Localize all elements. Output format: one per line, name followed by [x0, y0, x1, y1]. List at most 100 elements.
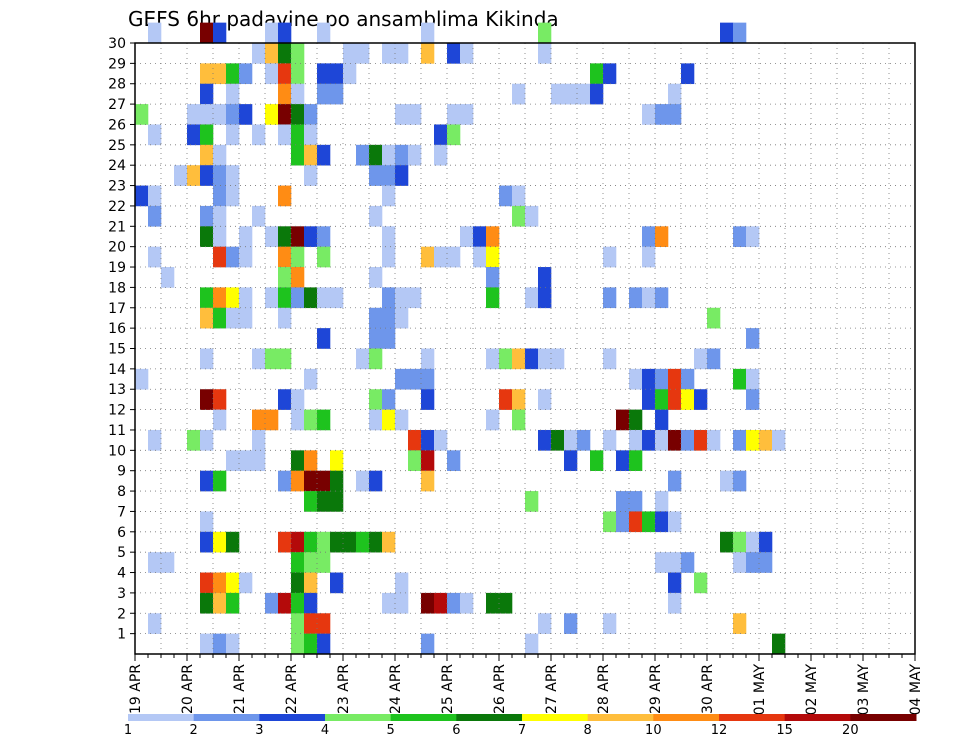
heatmap-cell [434, 246, 448, 268]
heatmap-cell [200, 165, 214, 186]
heatmap-cell [642, 246, 656, 268]
colorbar-swatch [653, 714, 720, 721]
heatmap-cell [135, 104, 149, 125]
heatmap-cell [668, 429, 682, 451]
heatmap-cell [629, 491, 643, 512]
heatmap-cell [655, 511, 669, 533]
heatmap-cell [447, 104, 461, 125]
heatmap-cell [603, 287, 617, 309]
heatmap-cell [252, 348, 266, 370]
heatmap-cell [421, 450, 435, 471]
heatmap-cell [655, 552, 669, 573]
heatmap-cell [200, 592, 214, 614]
heatmap-cell [395, 572, 409, 594]
heatmap-cell [148, 552, 162, 573]
heatmap-cell [291, 43, 305, 64]
heatmap-cell [161, 552, 175, 573]
colorbar-swatch [784, 714, 851, 721]
heatmap-cell [772, 429, 786, 451]
heatmap-cell [317, 470, 331, 492]
heatmap-cell [616, 450, 630, 471]
heatmap-cell [499, 348, 513, 370]
heatmap-cell [239, 63, 253, 85]
x-tick-label: 04 MAY [908, 664, 924, 716]
heatmap-cell [226, 287, 240, 309]
colorbar-label: 10 [645, 723, 662, 738]
heatmap-cell [512, 389, 526, 410]
heatmap-cell [746, 368, 760, 390]
heatmap-cell [668, 389, 682, 410]
heatmap-cell [590, 83, 604, 105]
heatmap-cell [655, 226, 669, 247]
heatmap-cell [694, 389, 708, 410]
heatmap-cell [187, 124, 201, 146]
heatmap-cell [473, 246, 487, 268]
heatmap-cell [239, 104, 253, 125]
heatmap-cell [720, 531, 734, 553]
x-tick-label: 27 APR [544, 664, 560, 714]
y-tick-label: 14 [108, 362, 126, 378]
heatmap-cell [486, 287, 500, 309]
heatmap-cell [291, 226, 305, 247]
heatmap-cell [629, 429, 643, 451]
heatmap-cell [200, 104, 214, 125]
heatmap-cell [668, 572, 682, 594]
heatmap-cell [421, 368, 435, 390]
colorbar-label: 20 [842, 723, 859, 738]
heatmap-cell [408, 287, 422, 309]
heatmap-cell [304, 572, 318, 594]
heatmap-cell [226, 246, 240, 268]
heatmap-cell [226, 572, 240, 594]
heatmap-cell [278, 83, 292, 105]
heatmap-cell [239, 450, 253, 471]
heatmap-cell [603, 246, 617, 268]
heatmap-cell [564, 429, 578, 451]
heatmap-cell [681, 63, 695, 85]
heatmap-cell [213, 63, 227, 85]
heatmap-cell [265, 22, 279, 44]
chart-title: GEFS 6hr padavine po ansamblima Kikinda [128, 7, 559, 31]
heatmap-cell [291, 267, 305, 288]
heatmap-cell [421, 633, 435, 655]
heatmap-cell [447, 43, 461, 64]
heatmap-cell [200, 531, 214, 553]
heatmap-cell [213, 144, 227, 166]
heatmap-cell [200, 205, 214, 227]
heatmap-cell [226, 63, 240, 85]
heatmap-cell [382, 185, 396, 207]
heatmap-cell [655, 104, 669, 125]
heatmap-cell [291, 246, 305, 268]
heatmap-cell [460, 226, 474, 247]
heatmap-cell [668, 368, 682, 390]
heatmap-cell [369, 409, 383, 431]
heatmap-cell [200, 124, 214, 146]
y-tick-label: 21 [108, 219, 126, 235]
colorbar-label: 5 [387, 723, 395, 738]
heatmap-cell [239, 246, 253, 268]
heatmap-cell [434, 429, 448, 451]
colorbar-label: 7 [518, 723, 526, 738]
heatmap-cell [629, 287, 643, 309]
heatmap-cell [369, 267, 383, 288]
heatmap-cell [304, 592, 318, 614]
heatmap-cell [213, 287, 227, 309]
heatmap-cell [642, 511, 656, 533]
heatmap-cell [265, 348, 279, 370]
heatmap-cell [564, 613, 578, 634]
heatmap-cell [265, 409, 279, 431]
heatmap-cell [265, 592, 279, 614]
heatmap-cell [252, 429, 266, 451]
heatmap-cell [577, 429, 591, 451]
heatmap-cell [421, 592, 435, 614]
heatmap-cell [538, 267, 552, 288]
heatmap-cell [395, 409, 409, 431]
heatmap-cell [564, 450, 578, 471]
heatmap-cell [330, 531, 344, 553]
heatmap-cell [720, 470, 734, 492]
heatmap-cell [538, 429, 552, 451]
heatmap-cell [265, 226, 279, 247]
heatmap-cell [304, 144, 318, 166]
heatmap-cell [291, 389, 305, 410]
heatmap-cell [304, 531, 318, 553]
heatmap-cell [655, 409, 669, 431]
